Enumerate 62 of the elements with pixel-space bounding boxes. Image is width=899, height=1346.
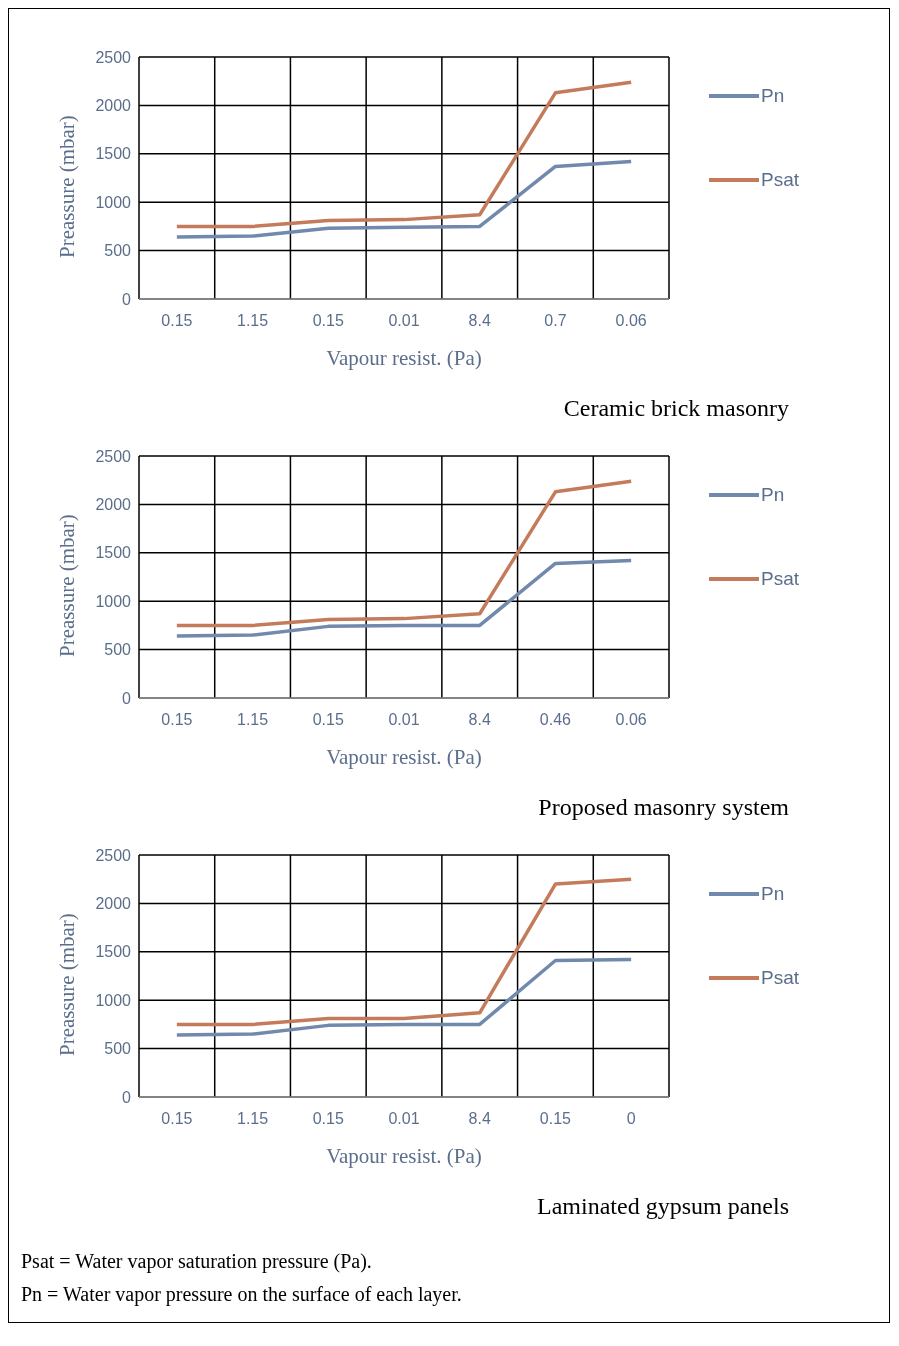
y-tick-label: 2000: [95, 895, 132, 913]
x-tick-label: 8.4: [468, 312, 491, 330]
text: Ceramic brick masonry: [562, 395, 790, 422]
legend-label: Pn: [761, 883, 785, 905]
x-axis-title: Vapour resist. (Pa): [326, 346, 482, 370]
text: Proposed masonry system: [537, 794, 790, 821]
legend-label: Psat: [761, 169, 800, 191]
y-tick-label: 1000: [95, 592, 132, 610]
legend-label: Psat: [761, 568, 800, 590]
line-series: [175, 877, 633, 1027]
y-tick-label: 1500: [95, 544, 132, 562]
x-tick-label: 0.7: [544, 312, 567, 330]
y-tick-label: 2500: [95, 846, 132, 864]
x-tick-label: 1.15: [237, 711, 269, 729]
x-tick-label: 0.15: [312, 711, 344, 729]
x-tick-label: 0.46: [539, 711, 572, 729]
x-axis-title: Vapour resist. (Pa): [326, 745, 482, 769]
x-tick-label: 0.15: [161, 312, 193, 330]
x-tick-label: 0.15: [312, 1110, 344, 1128]
y-axis-title: Preassure (mbar): [55, 514, 80, 657]
x-tick-label: 0.15: [161, 711, 193, 729]
text: Laminated gypsum panels: [536, 1193, 790, 1220]
y-tick-label: 1000: [95, 193, 132, 211]
line-series: [175, 558, 633, 638]
y-tick-label: 1500: [95, 943, 132, 961]
y-tick-label: 500: [104, 641, 132, 659]
line-series: [175, 957, 633, 1037]
y-tick-label: 2500: [95, 48, 132, 66]
y-tick-label: 2500: [95, 447, 132, 465]
y-tick-label: 2000: [95, 496, 132, 514]
line-series: [175, 479, 633, 628]
text: Pn = Water vapor pressure on the surface of each layer.: [20, 1283, 463, 1306]
x-tick-label: 8.4: [468, 1110, 491, 1128]
x-tick-label: 0.06: [615, 312, 647, 330]
y-tick-label: 500: [104, 1040, 132, 1058]
x-tick-label: 0.15: [312, 312, 344, 330]
y-tick-label: 500: [104, 242, 132, 260]
x-tick-label: 0.06: [615, 711, 647, 729]
text: Psat = Water vapor saturation pressure (Pa).: [20, 1250, 373, 1273]
x-tick-label: 0.15: [539, 1110, 572, 1128]
y-tick-label: 0: [122, 689, 132, 707]
legend-label: Psat: [761, 967, 800, 989]
y-axis-title: Preassure (mbar): [55, 115, 80, 258]
y-tick-label: 1000: [95, 991, 132, 1009]
x-axis-title: Vapour resist. (Pa): [326, 1144, 482, 1168]
legend-label: Pn: [761, 484, 785, 506]
x-tick-label: 1.15: [237, 312, 269, 330]
x-tick-label: 0.01: [388, 711, 420, 729]
x-tick-label: 8.4: [468, 711, 491, 729]
y-tick-label: 2000: [95, 97, 132, 115]
legend-label: Pn: [761, 85, 785, 107]
line-series: [175, 159, 633, 239]
y-axis-title: Preassure (mbar): [55, 913, 80, 1056]
x-tick-label: 0: [626, 1110, 636, 1128]
x-tick-label: 0.01: [388, 312, 420, 330]
x-tick-label: 1.15: [237, 1110, 269, 1128]
y-tick-label: 1500: [95, 145, 132, 163]
line-series: [175, 80, 633, 229]
x-tick-label: 0.15: [161, 1110, 193, 1128]
y-tick-label: 0: [122, 290, 132, 308]
y-tick-label: 0: [122, 1088, 132, 1106]
x-tick-label: 0.01: [388, 1110, 420, 1128]
